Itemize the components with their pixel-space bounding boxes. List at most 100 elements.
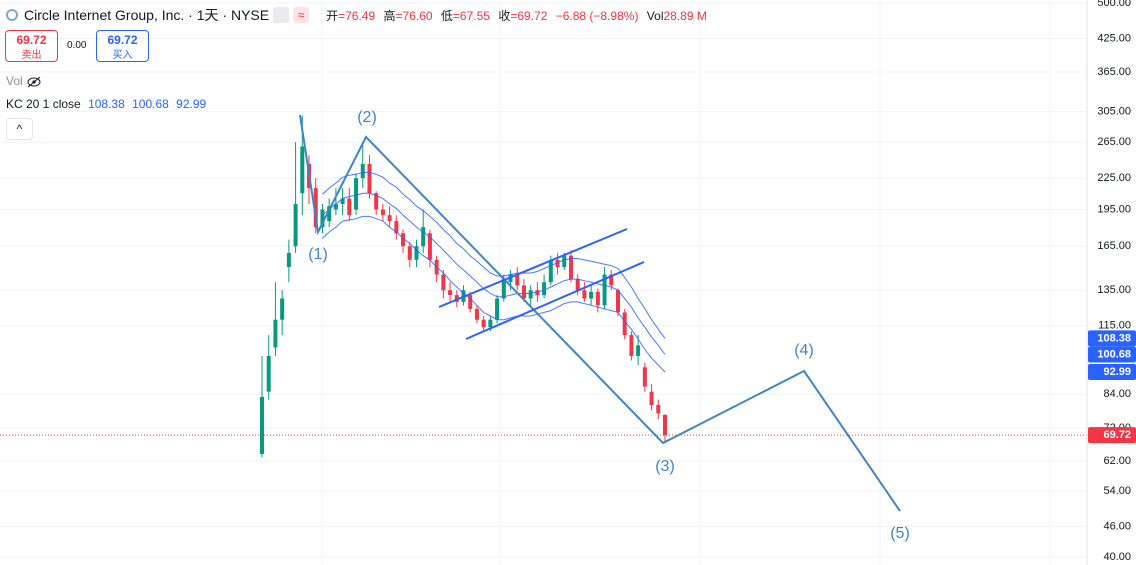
candle-body bbox=[609, 274, 614, 286]
sell-button[interactable]: 69.72 卖出 bbox=[5, 30, 58, 62]
price-tag bbox=[1088, 330, 1136, 347]
candle-body bbox=[266, 356, 271, 392]
candle-body bbox=[401, 233, 406, 247]
header: Circle Internet Group, Inc. · 1天 · NYSE … bbox=[6, 5, 707, 25]
ohlc: 开=76.49 高=76.60 低=67.55 收=69.72 −6.88 (−… bbox=[321, 7, 707, 24]
y-tick-label: 225.00 bbox=[1097, 172, 1131, 184]
hidden-icon[interactable] bbox=[26, 76, 42, 88]
kc-title: KC 20 1 close bbox=[6, 97, 81, 111]
candle-body bbox=[448, 290, 453, 296]
candle-body bbox=[582, 290, 587, 299]
ohlc-value: =69.72 bbox=[510, 8, 548, 23]
candle-body bbox=[414, 246, 419, 260]
wave-label: (1) bbox=[308, 246, 328, 263]
y-tick-label: 365.00 bbox=[1097, 66, 1131, 78]
candle-body bbox=[642, 367, 647, 387]
candle-body bbox=[340, 198, 345, 204]
wave-label: (3) bbox=[655, 458, 675, 475]
candle-body bbox=[333, 203, 338, 210]
candle-body bbox=[615, 290, 620, 313]
ohlc-key: 收 bbox=[498, 8, 511, 23]
candle-body bbox=[629, 335, 634, 357]
y-tick-label: 425.00 bbox=[1097, 33, 1131, 45]
kc-legend[interactable]: KC 20 1 close 108.38 100.68 92.99 bbox=[6, 97, 206, 111]
buy-price: 69.72 bbox=[107, 33, 138, 47]
candle-body bbox=[421, 227, 426, 247]
candle-body bbox=[354, 178, 359, 210]
candle-body bbox=[387, 215, 392, 222]
y-tick-label: 115.00 bbox=[1098, 319, 1131, 331]
candle-body bbox=[360, 163, 365, 179]
candle-body bbox=[636, 345, 641, 357]
ohlc-value: =76.60 bbox=[395, 8, 433, 23]
ohlc-key: 低 bbox=[440, 8, 453, 23]
volume-pane-label[interactable]: Vol bbox=[6, 74, 42, 88]
toggle[interactable] bbox=[273, 7, 290, 23]
price-tag-label: 108.38 bbox=[1097, 332, 1131, 344]
candle-body bbox=[454, 295, 459, 302]
kc-value: 100.68 bbox=[132, 97, 169, 111]
candle-body bbox=[260, 396, 264, 454]
y-tick-label: 500.00 bbox=[1097, 0, 1131, 9]
candle-body bbox=[481, 319, 486, 328]
vol-text: Vol bbox=[6, 74, 23, 88]
ohlc-value: =76.49 bbox=[338, 8, 376, 23]
candle-body bbox=[441, 274, 446, 291]
wave-label: (2) bbox=[357, 109, 377, 126]
elliott-wave bbox=[299, 114, 901, 512]
y-tick-label: 165.00 bbox=[1097, 240, 1131, 252]
buy-button[interactable]: 69.72 买入 bbox=[96, 30, 149, 62]
sell-price: 69.72 bbox=[16, 33, 47, 47]
price-tag bbox=[1088, 427, 1136, 444]
candle-body bbox=[656, 404, 661, 414]
y-tick-label: 195.00 bbox=[1097, 203, 1131, 215]
vol-value: 28.89 M bbox=[663, 8, 707, 23]
candle-body bbox=[555, 259, 560, 268]
candle-body bbox=[528, 290, 533, 299]
y-tick-label: 265.00 bbox=[1097, 136, 1131, 148]
candle-body bbox=[327, 206, 332, 222]
candle-body bbox=[548, 259, 553, 283]
candle-body bbox=[521, 285, 526, 299]
toggle[interactable]: ≈ bbox=[293, 7, 310, 23]
candle-body bbox=[313, 188, 318, 228]
candle-body bbox=[280, 298, 285, 320]
candle-body bbox=[300, 146, 305, 194]
kc-upper bbox=[322, 171, 666, 339]
vol-key: Vol bbox=[646, 8, 664, 23]
wave-label: (5) bbox=[890, 525, 910, 542]
candle-body bbox=[273, 319, 278, 348]
price-tag-label: 92.99 bbox=[1103, 366, 1131, 378]
ohlc-value: =67.55 bbox=[452, 8, 490, 23]
candle-body bbox=[347, 198, 352, 216]
y-tick-label: 62.00 bbox=[1103, 455, 1131, 467]
buy-label: 买入 bbox=[112, 50, 133, 61]
candle-body bbox=[595, 291, 600, 306]
y-tick-label: 46.00 bbox=[1103, 520, 1131, 532]
kc-value: 108.38 bbox=[88, 97, 125, 111]
candle-body bbox=[589, 291, 594, 299]
y-tick-label: 54.00 bbox=[1103, 485, 1131, 497]
price-tag bbox=[1088, 363, 1136, 380]
candle-body bbox=[542, 282, 547, 296]
candle-body bbox=[427, 233, 432, 260]
candle-body bbox=[474, 308, 479, 320]
change: −6.88 (−8.98%) bbox=[555, 8, 639, 23]
spread: 0.00 bbox=[67, 40, 87, 51]
candle-body bbox=[568, 255, 573, 280]
candle-body bbox=[468, 295, 473, 309]
candle-body bbox=[501, 279, 506, 299]
y-tick-label: 84.00 bbox=[1103, 388, 1131, 400]
candle-body bbox=[515, 274, 520, 286]
candle-body bbox=[286, 252, 291, 268]
ohlc-key: 开 bbox=[326, 8, 339, 23]
kc-middle bbox=[322, 192, 666, 355]
candle-body bbox=[663, 414, 667, 436]
symbol-title[interactable]: Circle Internet Group, Inc. · 1天 · NYSE bbox=[24, 7, 270, 23]
collapse-button[interactable]: ^ bbox=[6, 118, 33, 140]
candle-body bbox=[622, 312, 627, 336]
candle-body bbox=[602, 274, 607, 306]
kc-value: 92.99 bbox=[176, 97, 207, 111]
